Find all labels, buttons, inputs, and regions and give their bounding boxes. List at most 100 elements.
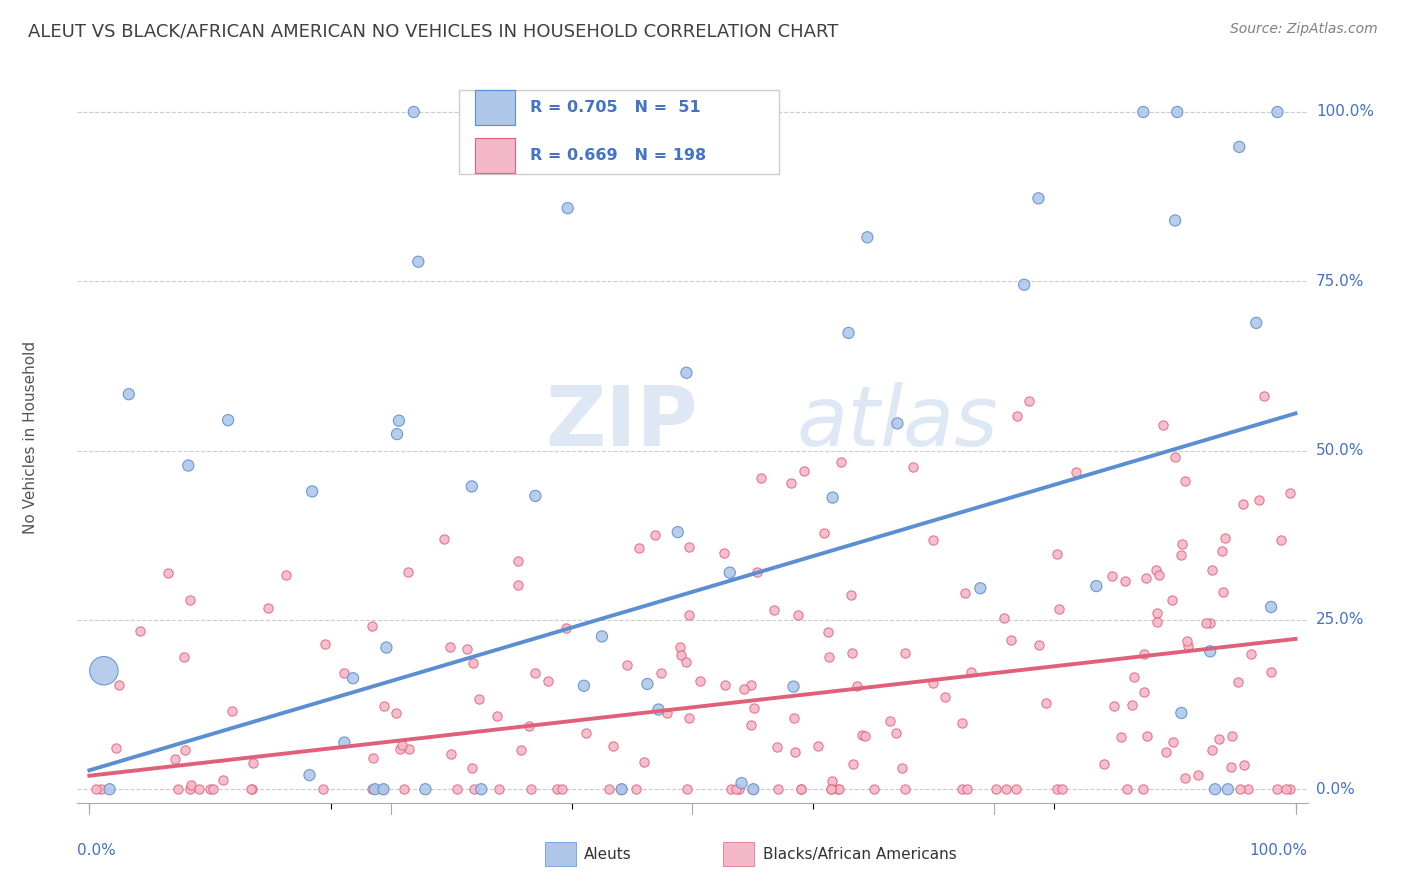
Point <box>298 768 321 782</box>
Point <box>894 782 917 797</box>
Point <box>1114 574 1136 588</box>
Point <box>506 577 529 591</box>
Point <box>879 714 901 729</box>
Point <box>724 782 747 797</box>
Point <box>780 476 803 491</box>
Point <box>789 782 811 797</box>
Point <box>740 718 762 732</box>
Point <box>901 460 924 475</box>
Point <box>1147 568 1170 582</box>
Point <box>1146 615 1168 629</box>
Point <box>575 726 598 740</box>
Point <box>384 706 406 720</box>
Point <box>1229 782 1251 797</box>
Point <box>388 414 411 428</box>
Point <box>510 742 533 756</box>
Point <box>678 711 700 725</box>
Text: 25.0%: 25.0% <box>1316 613 1364 627</box>
Point <box>555 621 578 635</box>
Point <box>415 782 437 797</box>
Point <box>202 782 225 797</box>
Point <box>1253 389 1275 403</box>
Point <box>301 484 323 499</box>
Point <box>461 479 484 493</box>
Text: atlas: atlas <box>797 382 998 463</box>
Point <box>461 656 484 670</box>
Point <box>1198 615 1220 630</box>
FancyBboxPatch shape <box>475 138 516 173</box>
Point <box>1227 675 1250 690</box>
Point <box>1177 639 1199 653</box>
Point <box>922 676 945 690</box>
Point <box>766 740 789 755</box>
Point <box>817 624 839 639</box>
Point <box>1101 569 1123 583</box>
Point <box>1199 644 1222 658</box>
Point <box>274 568 297 582</box>
Point <box>173 650 195 665</box>
Point <box>842 757 865 772</box>
Point <box>1246 316 1268 330</box>
Point <box>1222 729 1244 743</box>
Point <box>821 774 844 789</box>
Point <box>551 782 574 797</box>
Point <box>727 782 749 797</box>
Point <box>1278 486 1301 500</box>
Point <box>950 716 973 731</box>
Point <box>1132 105 1154 120</box>
Point <box>955 586 977 600</box>
Point <box>610 782 633 797</box>
Point <box>762 603 785 617</box>
FancyBboxPatch shape <box>723 842 754 866</box>
Point <box>626 782 648 797</box>
Point <box>1260 665 1282 680</box>
Point <box>1035 696 1057 710</box>
Point <box>1050 782 1073 797</box>
Point <box>360 618 382 632</box>
Point <box>821 491 844 505</box>
Point <box>364 782 387 797</box>
Point <box>610 782 633 797</box>
Point <box>1270 533 1292 547</box>
Point <box>960 665 983 679</box>
Point <box>1046 548 1069 562</box>
Point <box>467 691 489 706</box>
Text: 75.0%: 75.0% <box>1316 274 1364 289</box>
Point <box>950 782 973 797</box>
Point <box>1144 563 1167 577</box>
Point <box>1171 537 1194 551</box>
Point <box>1275 782 1298 797</box>
Text: 100.0%: 100.0% <box>1250 843 1308 858</box>
Point <box>1236 782 1258 797</box>
Point <box>678 540 700 554</box>
Point <box>1133 647 1156 661</box>
Point <box>1240 647 1263 661</box>
Point <box>790 782 813 797</box>
Point <box>519 719 541 733</box>
Text: R = 0.669   N = 198: R = 0.669 N = 198 <box>530 148 706 163</box>
Point <box>1247 492 1270 507</box>
Point <box>602 739 624 754</box>
Point <box>177 458 200 473</box>
Point <box>212 772 235 787</box>
Point <box>1213 531 1236 545</box>
Point <box>461 761 484 775</box>
Point <box>391 738 413 752</box>
Point <box>730 776 752 790</box>
Point <box>342 671 364 685</box>
Point <box>1154 744 1177 758</box>
Point <box>1187 767 1209 781</box>
Point <box>385 427 408 442</box>
Point <box>838 326 860 340</box>
Point <box>1174 771 1197 785</box>
Point <box>1260 599 1282 614</box>
Point <box>1161 735 1184 749</box>
Point <box>256 600 278 615</box>
Point <box>647 702 669 716</box>
Point <box>333 665 356 680</box>
Point <box>1028 191 1050 205</box>
Point <box>433 532 456 546</box>
Point <box>1018 393 1040 408</box>
Point <box>820 782 842 797</box>
FancyBboxPatch shape <box>458 90 779 174</box>
